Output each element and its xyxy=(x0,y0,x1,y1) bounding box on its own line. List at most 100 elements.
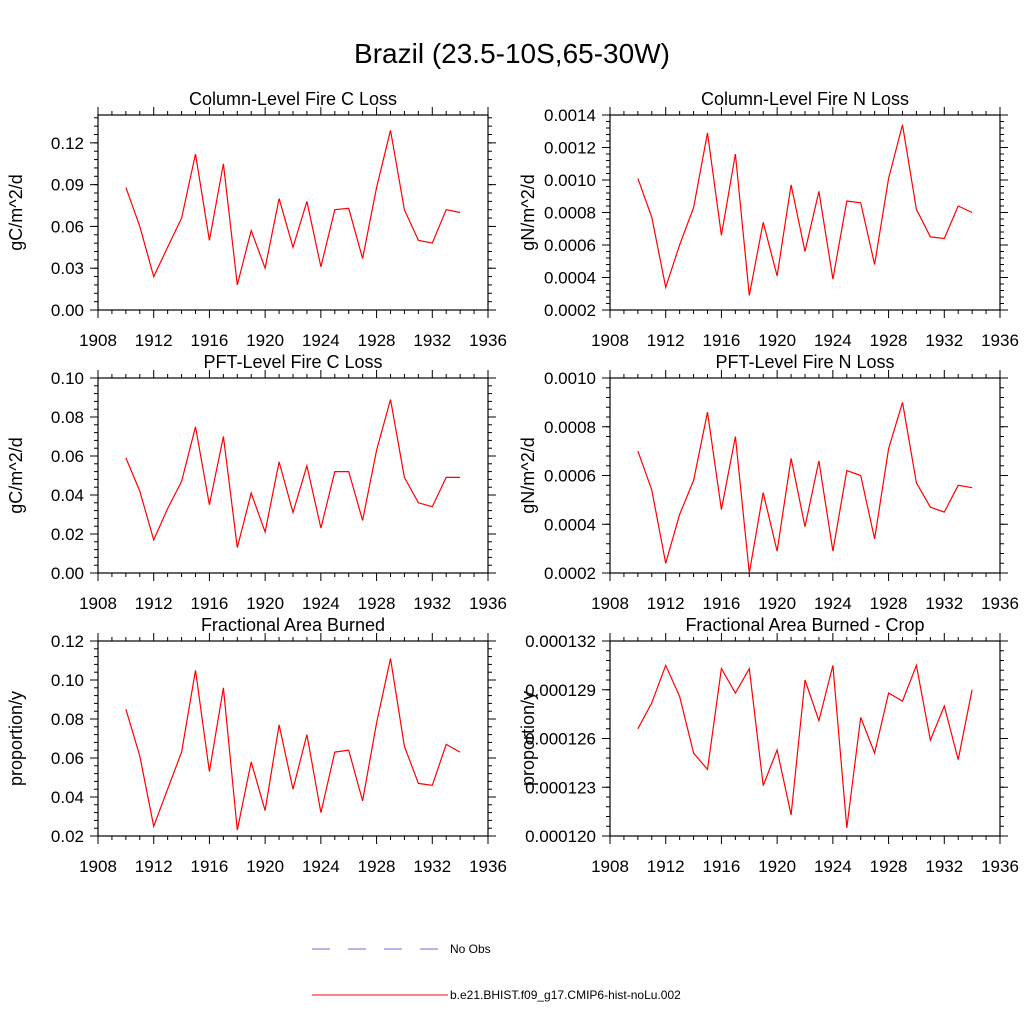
y-tick-label: 0.0010 xyxy=(544,171,596,190)
x-tick-label: 1928 xyxy=(358,594,396,613)
x-tick-label: 1924 xyxy=(302,331,340,350)
panel-title: Fractional Area Burned xyxy=(201,615,385,635)
x-tick-label: 1916 xyxy=(703,857,741,876)
x-tick-label: 1912 xyxy=(135,331,173,350)
x-tick-label: 1912 xyxy=(647,331,685,350)
x-tick-label: 1932 xyxy=(413,331,451,350)
x-tick-label: 1936 xyxy=(981,594,1019,613)
x-tick-label: 1908 xyxy=(591,594,629,613)
y-tick-label: 0.09 xyxy=(51,176,84,195)
y-tick-label: 0.0004 xyxy=(544,269,596,288)
y-tick-label: 0.06 xyxy=(51,749,84,768)
y-tick-label: 0.10 xyxy=(51,369,84,388)
y-tick-label: 0.04 xyxy=(51,486,84,505)
y-tick-label: 0.0002 xyxy=(544,564,596,583)
y-tick-label: 0.000123 xyxy=(525,778,596,797)
y-tick-label: 0.000126 xyxy=(525,730,596,749)
x-tick-label: 1932 xyxy=(925,594,963,613)
plot-frame xyxy=(97,377,489,574)
x-tick-label: 1908 xyxy=(591,331,629,350)
series-line xyxy=(125,399,461,548)
y-axis-label: gC/m^2/d xyxy=(6,174,26,250)
x-tick-label: 1936 xyxy=(469,857,507,876)
legend-label: No Obs xyxy=(450,942,491,956)
x-tick-label: 1916 xyxy=(191,331,229,350)
y-tick-label: 0.00 xyxy=(51,564,84,583)
legend: No Obs b.e21.BHIST.f09_g17.CMIP6-hist-noL… xyxy=(312,942,681,1002)
panel-1: 1908 1912 1916 1920 1924 1928 1932 1936 0.00 0.03… xyxy=(6,89,507,350)
y-axis-label: gN/m^2/d xyxy=(518,174,538,250)
series-line xyxy=(637,124,973,296)
panel-title: PFT-Level Fire C Loss xyxy=(203,352,382,372)
x-tick-label: 1924 xyxy=(302,594,340,613)
x-tick-label: 1908 xyxy=(591,857,629,876)
x-tick-label: 1912 xyxy=(135,594,173,613)
x-tick-label: 1924 xyxy=(814,594,852,613)
figure-title: Brazil (23.5-10S,65-30W) xyxy=(354,38,670,69)
y-tick-label: 0.04 xyxy=(51,788,84,807)
x-tick-label: 1908 xyxy=(79,331,117,350)
y-tick-label: 0.12 xyxy=(51,632,84,651)
panel-3: 1908 1912 1916 1920 1924 1928 1932 1936 0.00 0.02… xyxy=(6,352,507,613)
y-tick-label: 0.06 xyxy=(51,217,84,236)
plot-frame xyxy=(609,114,1001,311)
x-tick-label: 1920 xyxy=(246,857,284,876)
x-tick-label: 1928 xyxy=(870,857,908,876)
x-tick-label: 1936 xyxy=(981,331,1019,350)
series-line xyxy=(637,402,973,574)
x-tick-label: 1908 xyxy=(79,594,117,613)
panel-2: 1908 1912 1916 1920 1924 1928 1932 1936 0.0002 0.… xyxy=(518,89,1019,350)
x-tick-label: 1920 xyxy=(758,857,796,876)
x-tick-label: 1916 xyxy=(191,594,229,613)
x-tick-label: 1928 xyxy=(870,594,908,613)
y-tick-label: 0.0008 xyxy=(544,204,596,223)
panel-title: Fractional Area Burned - Crop xyxy=(685,615,924,635)
x-tick-label: 1920 xyxy=(246,594,284,613)
y-tick-label: 0.0008 xyxy=(544,418,596,437)
x-tick-label: 1912 xyxy=(647,594,685,613)
x-tick-label: 1928 xyxy=(358,857,396,876)
x-tick-label: 1920 xyxy=(758,594,796,613)
y-tick-label: 0.0012 xyxy=(544,139,596,158)
x-tick-label: 1912 xyxy=(647,857,685,876)
x-tick-label: 1936 xyxy=(469,594,507,613)
panel-title: PFT-Level Fire N Loss xyxy=(715,352,894,372)
panel-title: Column-Level Fire N Loss xyxy=(701,89,909,109)
panel-title: Column-Level Fire C Loss xyxy=(189,89,397,109)
plot-frame xyxy=(97,114,489,311)
y-tick-label: 0.0006 xyxy=(544,236,596,255)
y-tick-label: 0.0010 xyxy=(544,369,596,388)
y-tick-label: 0.0004 xyxy=(544,515,596,534)
y-tick-label: 0.000120 xyxy=(525,827,596,846)
legend-label: b.e21.BHIST.f09_g17.CMIP6-hist-noLu.002 xyxy=(450,988,681,1002)
x-tick-label: 1924 xyxy=(814,857,852,876)
y-tick-label: 0.06 xyxy=(51,447,84,466)
y-axis-label: proportion/y xyxy=(6,691,26,786)
x-tick-label: 1920 xyxy=(246,331,284,350)
plot-frame xyxy=(609,377,1001,574)
y-tick-label: 0.0006 xyxy=(544,467,596,486)
x-tick-label: 1932 xyxy=(413,857,451,876)
x-tick-label: 1928 xyxy=(358,331,396,350)
y-tick-label: 0.02 xyxy=(51,827,84,846)
plot-frame xyxy=(97,640,489,837)
y-tick-label: 0.0014 xyxy=(544,106,596,125)
x-tick-label: 1924 xyxy=(814,331,852,350)
y-axis-label: proportion/y xyxy=(518,691,538,786)
x-tick-label: 1908 xyxy=(79,857,117,876)
y-tick-label: 0.08 xyxy=(51,710,84,729)
y-tick-label: 0.08 xyxy=(51,408,84,427)
panel-6: 1908 1912 1916 1920 1924 1928 1932 1936 0.000120… xyxy=(518,615,1019,876)
x-tick-label: 1920 xyxy=(758,331,796,350)
x-tick-label: 1916 xyxy=(703,594,741,613)
y-tick-label: 0.10 xyxy=(51,671,84,690)
series-line xyxy=(637,663,973,828)
y-tick-label: 0.000132 xyxy=(525,632,596,651)
y-tick-label: 0.0002 xyxy=(544,301,596,320)
x-tick-label: 1924 xyxy=(302,857,340,876)
series-line xyxy=(125,658,461,831)
x-tick-label: 1936 xyxy=(469,331,507,350)
x-tick-label: 1932 xyxy=(413,594,451,613)
x-tick-label: 1928 xyxy=(870,331,908,350)
